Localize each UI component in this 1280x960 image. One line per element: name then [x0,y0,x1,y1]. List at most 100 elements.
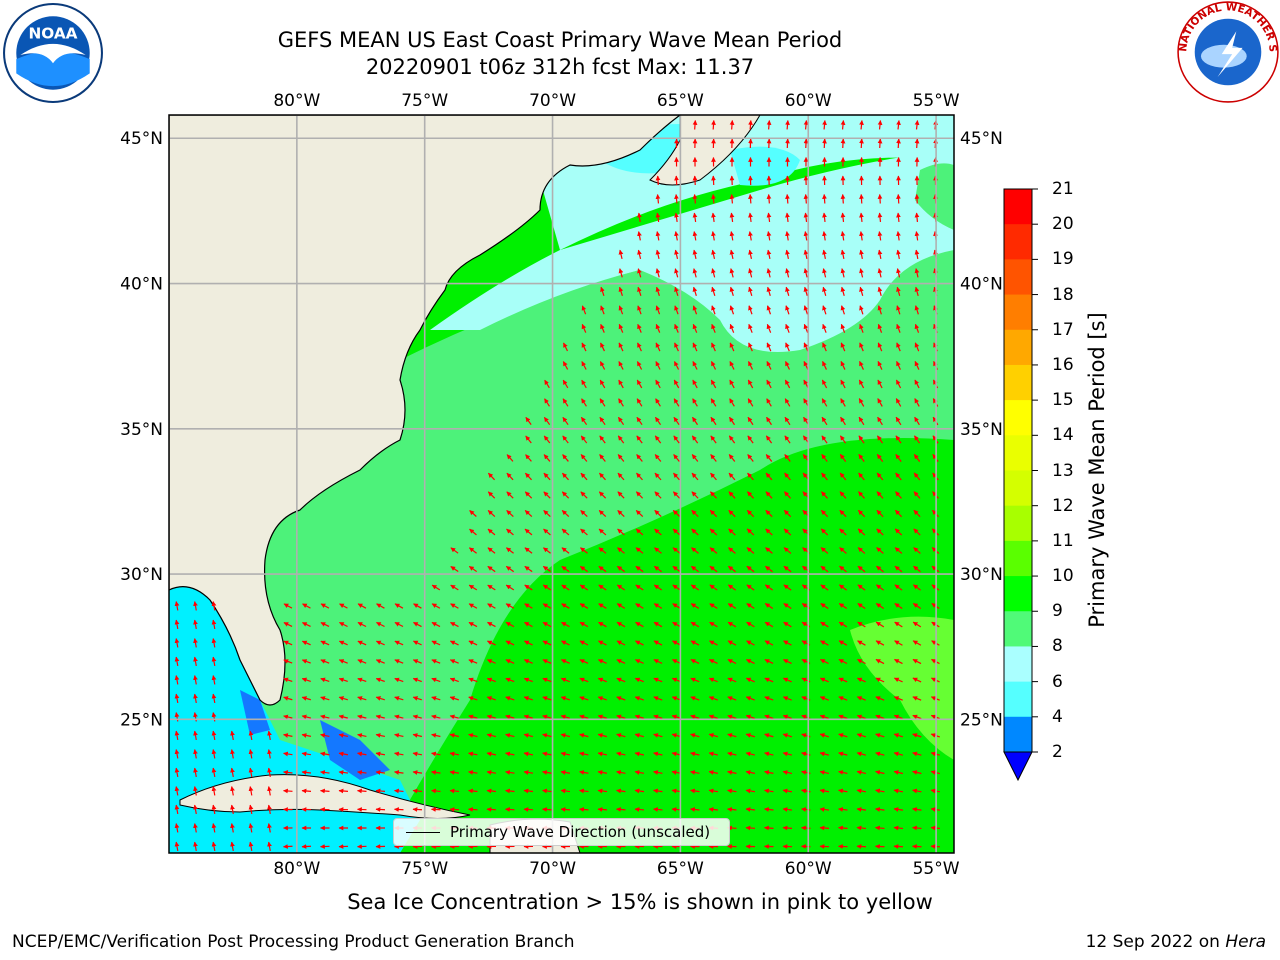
wave-arrow [412,770,423,775]
wave-arrow [598,584,607,591]
wave-arrow [505,751,515,757]
wave-arrow [525,416,532,426]
wave-arrow [896,194,901,204]
colorbar-segment [1004,189,1032,225]
wave-arrow [598,603,607,609]
wave-arrow [727,659,737,664]
wave-arrow [301,677,311,683]
wave-arrow [562,435,569,444]
wave-arrow [283,622,293,627]
wave-arrow [914,398,920,407]
wave-arrow [785,212,790,223]
wave-arrow [764,770,774,775]
period-6-8-region-2 [730,146,800,186]
wave-arrow [635,621,644,628]
wave-arrow [748,249,753,260]
wave-arrow [561,528,570,536]
wave-arrow [655,286,661,296]
wave-arrow [893,788,904,794]
wave-arrow [765,509,773,518]
wave-arrow [858,454,865,462]
wave-arrow [729,249,735,260]
wave-arrow [580,454,588,462]
wave-arrow [711,286,716,296]
wave-arrow [822,120,827,130]
wave-arrow [561,584,570,591]
wave-arrow [635,509,644,518]
wave-arrow [820,658,829,665]
wave-arrow [616,640,626,646]
wave-arrow [301,640,311,646]
wave-arrow [634,733,645,738]
wave-arrow [672,528,681,536]
colorbar-tick-label: 9 [1052,601,1063,622]
wave-arrow [618,249,624,260]
wave-arrow [487,528,496,536]
wave-arrow [729,194,735,204]
wave-arrow [618,398,624,407]
wave-arrow [230,804,235,815]
wave-arrow [838,677,848,683]
wave-arrow [729,286,735,296]
wave-arrow [912,770,922,775]
wave-arrow [893,751,904,757]
wave-arrow [468,565,478,573]
wave-arrow [449,677,459,683]
wave-arrow [600,342,605,352]
colorbar-tick-label: 14 [1052,425,1074,446]
wave-arrow [301,770,312,775]
wave-arrow [840,120,846,130]
wave-arrow [193,804,198,815]
wave-arrow [914,379,920,389]
wave-arrow [394,640,404,646]
wave-arrow [838,825,848,831]
wave-arrow [616,677,626,683]
wave-arrow [671,696,681,701]
wave-arrow [542,733,552,738]
wave-arrow [412,751,423,757]
wave-arrow [524,472,533,481]
wave-arrow [544,398,550,407]
wave-arrow [562,416,569,426]
wave-arrow [913,565,921,573]
wave-arrow [174,638,180,648]
colorbar-tick-label: 13 [1052,460,1074,481]
wave-arrow [468,696,478,701]
wave-arrow [877,212,883,223]
wave-arrow [819,788,830,794]
wave-arrow [211,656,217,667]
wave-arrow [785,231,790,241]
wave-arrow [375,696,385,701]
wave-arrow [505,659,515,664]
wave-arrow [766,212,772,223]
wave-arrow [876,454,884,462]
wave-arrow [783,603,792,609]
wave-arrow [766,268,772,278]
wave-arrow [857,658,866,665]
wave-arrow [692,379,698,389]
wave-arrow [579,621,589,628]
wave-arrow [819,733,829,738]
wave-arrow [320,640,330,646]
colorbar-tick-label: 18 [1052,284,1074,305]
wave-arrow [783,584,792,591]
wave-arrow [543,510,551,517]
wave-arrow [821,435,828,444]
wave-arrow [803,268,809,278]
wave-arrow [840,398,846,407]
wave-arrow [692,268,698,278]
wave-arrow [785,120,790,130]
wave-arrow [193,749,198,759]
wave-arrow [506,454,514,462]
wave-arrow [248,730,254,741]
wave-arrow [579,603,589,609]
wave-arrow [579,788,589,794]
wave-arrow [692,305,698,315]
wave-arrow [618,305,624,315]
wave-arrow [376,603,385,609]
wave-arrow [431,696,441,701]
wave-arrow [468,584,478,591]
wave-arrow [766,379,772,389]
wave-arrow [857,565,866,573]
wave-arrow [819,807,830,812]
